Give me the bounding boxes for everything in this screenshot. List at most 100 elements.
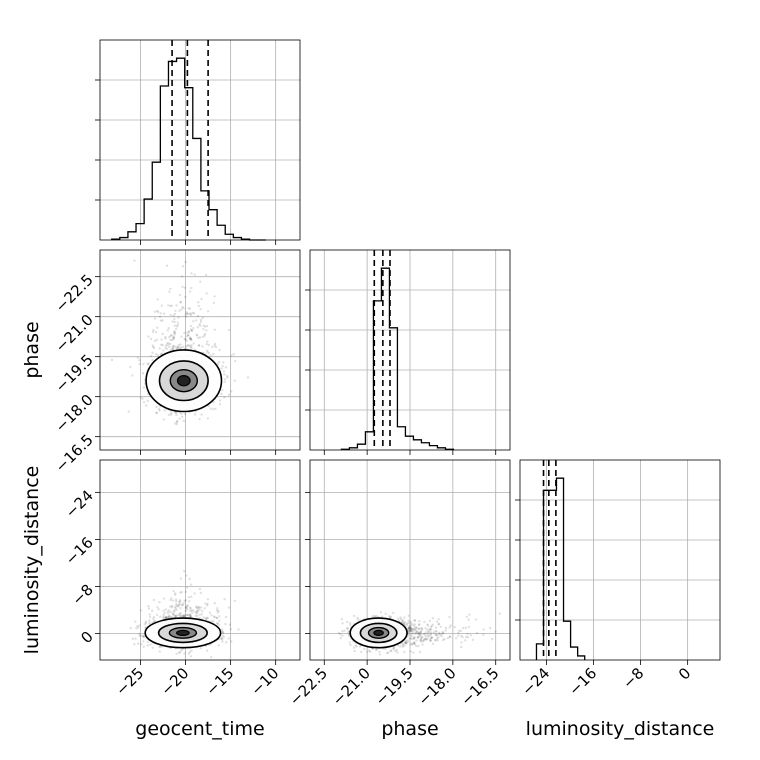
scatter-point [190, 347, 193, 350]
scatter-point [164, 608, 167, 611]
scatter-point [223, 396, 226, 399]
dens-1-frame [99, 459, 301, 661]
dens-2-xtick-label-0: −22.5 [286, 664, 331, 709]
scatter-point [213, 295, 216, 298]
scatter-point [189, 609, 192, 613]
scatter-point [436, 637, 439, 640]
scatter-point [409, 622, 412, 625]
scatter-point [246, 376, 250, 379]
scatter-point [482, 633, 485, 636]
scatter-point [233, 379, 236, 382]
scatter-point [171, 599, 175, 602]
scatter-point [164, 344, 168, 347]
scatter-point [410, 629, 413, 633]
scatter-point [211, 353, 215, 356]
scatter-point [174, 309, 177, 313]
dens-2-xtick-label-1: −21.0 [329, 664, 374, 709]
scatter-point [181, 648, 184, 651]
scatter-point [213, 328, 216, 331]
scatter-point [213, 616, 216, 619]
scatter-point [353, 614, 356, 618]
scatter-point [189, 312, 193, 315]
scatter-point [159, 352, 163, 356]
scatter-point [164, 616, 168, 619]
scatter-point [413, 643, 417, 646]
scatter-point [407, 614, 410, 617]
dens-1-ytick-label-0: 0 [77, 628, 96, 647]
scatter-point [420, 636, 423, 639]
scatter-point [147, 362, 150, 365]
scatter-point [133, 259, 136, 262]
scatter-point [198, 587, 202, 591]
scatter-point [196, 334, 199, 337]
scatter-point [166, 610, 169, 613]
scatter-point [142, 645, 145, 648]
scatter-point [405, 622, 409, 625]
scatter-point [516, 636, 518, 638]
scatter-point [178, 614, 182, 617]
scatter-point [156, 326, 159, 329]
scatter-point [409, 637, 413, 640]
scatter-point [220, 637, 223, 640]
scatter-point [466, 632, 469, 636]
scatter-point [187, 334, 190, 337]
scatter-point [175, 614, 178, 617]
scatter-point [339, 633, 342, 636]
scatter-point [388, 616, 392, 619]
scatter-point [516, 631, 518, 633]
dens-2-frame [309, 459, 511, 661]
scatter-point [428, 619, 432, 623]
dens-2-xtick-label-4: −16.5 [457, 664, 502, 709]
scatter-point [174, 598, 178, 601]
scatter-point [197, 606, 201, 609]
scatter-point [406, 639, 409, 642]
scatter-point [162, 609, 165, 612]
scatter-point [189, 338, 192, 341]
scatter-point [185, 604, 189, 608]
scatter-point [413, 642, 416, 645]
scatter-point [405, 623, 409, 627]
scatter-point [419, 634, 422, 637]
scatter-point [469, 634, 472, 637]
scatter-point [205, 342, 208, 346]
scatter-point [217, 609, 220, 613]
scatter-point [522, 626, 524, 628]
scatter-point [143, 623, 146, 626]
scatter-point [227, 393, 231, 396]
scatter-point [141, 372, 145, 375]
scatter-point [343, 629, 346, 632]
scatter-point [174, 614, 177, 618]
scatter-point [430, 624, 434, 628]
scatter-point [409, 624, 412, 627]
scatter-point [187, 344, 190, 347]
scatter-point [409, 627, 412, 630]
scatter-point [138, 359, 141, 362]
scatter-point [159, 319, 163, 322]
scatter-point [407, 630, 411, 633]
scatter-point [188, 312, 191, 316]
scatter-point [437, 623, 440, 626]
scatter-point [165, 616, 168, 619]
scatter-point [230, 390, 233, 393]
scatter-point [401, 645, 405, 648]
scatter-point [172, 613, 176, 617]
scatter-point [431, 642, 435, 646]
scatter-point [187, 330, 191, 333]
scatter-point [441, 638, 445, 642]
scatter-point [389, 615, 393, 619]
scatter-point [189, 337, 192, 340]
scatter-point [183, 337, 186, 341]
scatter-point [190, 609, 193, 612]
scatter-point [448, 615, 451, 619]
scatter-point [161, 319, 164, 322]
scatter-point [198, 608, 201, 611]
scatter-point [198, 323, 201, 326]
scatter-point [176, 321, 180, 324]
hist-1-frame [309, 249, 511, 451]
scatter-point [429, 639, 432, 643]
scatter-point [422, 639, 425, 642]
scatter-point [131, 374, 134, 377]
scatter-point [172, 344, 175, 348]
scatter-point [167, 612, 170, 615]
scatter-point [175, 608, 178, 612]
